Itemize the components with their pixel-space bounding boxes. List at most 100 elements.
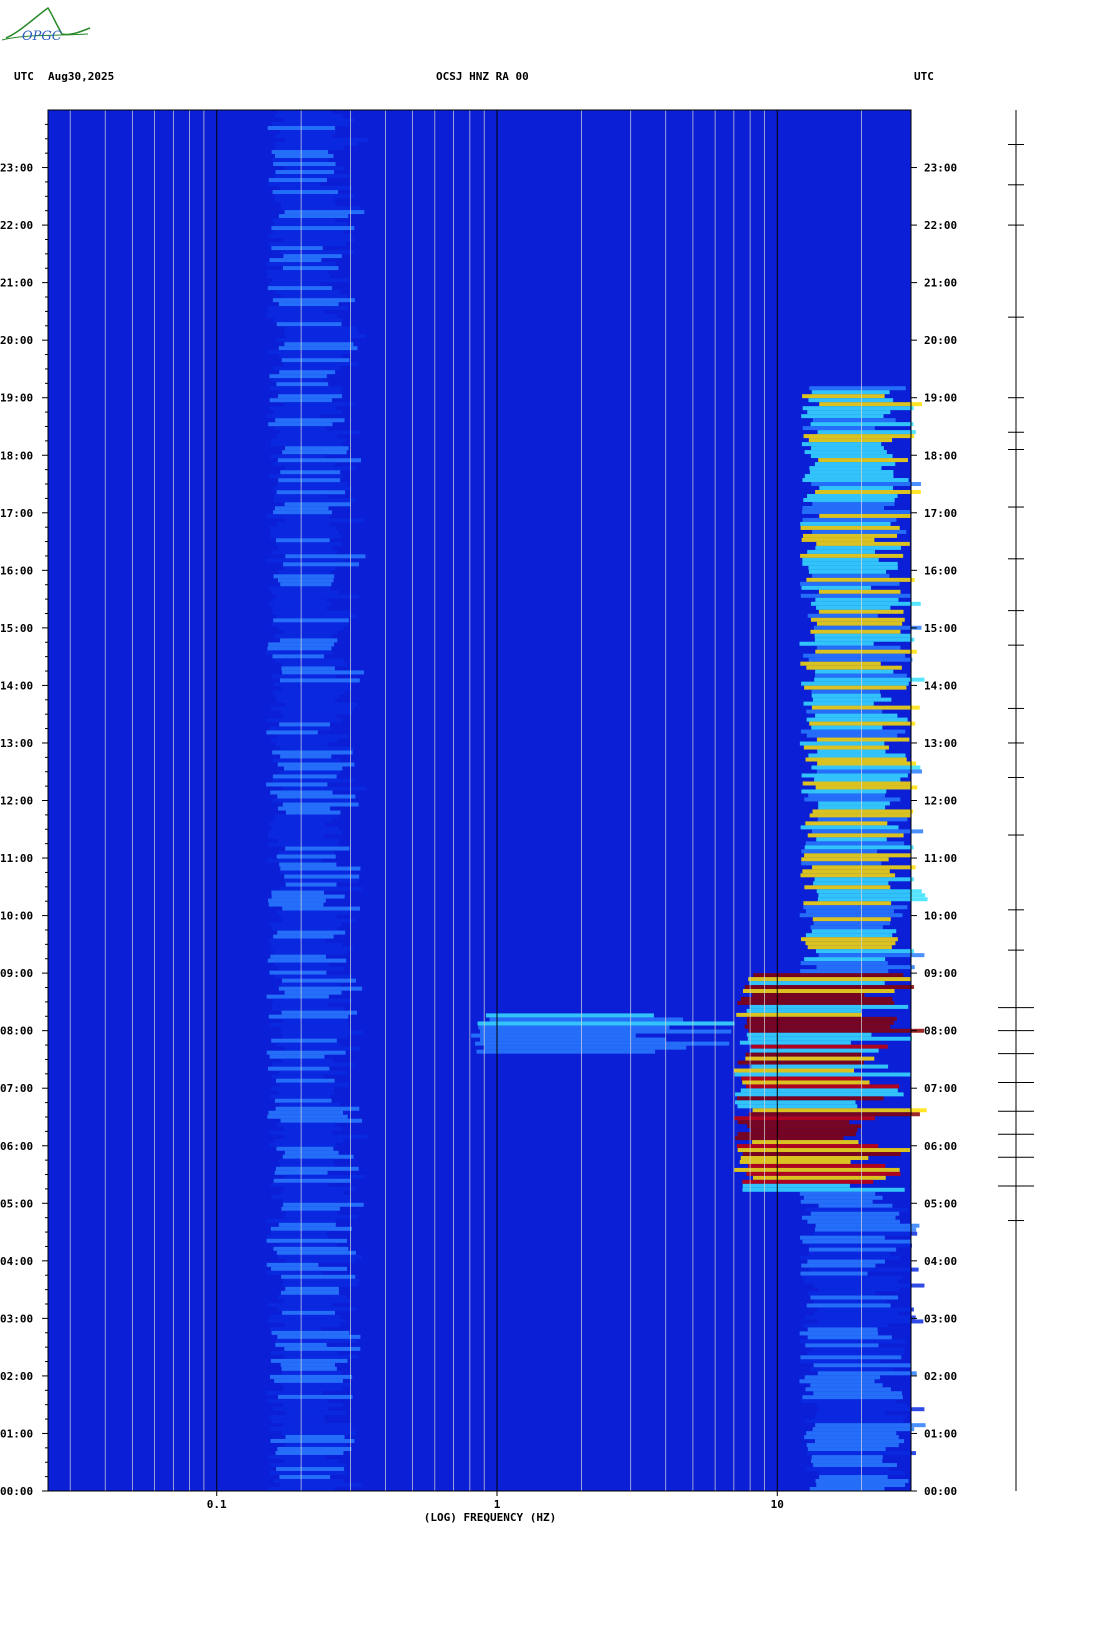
energy-cell (280, 582, 332, 587)
energy-cell (282, 1310, 336, 1315)
energy-cell (283, 1354, 359, 1359)
energy-cell (284, 1150, 339, 1155)
energy-cell (283, 630, 338, 635)
energy-cell (273, 366, 340, 371)
energy-cell (277, 1334, 361, 1339)
energy-cell (269, 1414, 324, 1419)
time-tick-label-right: 05:00 (924, 1197, 957, 1210)
time-tick-label-right: 12:00 (924, 795, 957, 808)
energy-cell (285, 1210, 337, 1215)
energy-cell (270, 534, 341, 539)
energy-cell (284, 1134, 368, 1139)
energy-cell (816, 769, 922, 774)
energy-cell (816, 621, 903, 626)
energy-cell (267, 834, 324, 839)
energy-cell (281, 206, 362, 211)
time-tick-label-left: 11:00 (0, 852, 33, 865)
energy-cell (281, 1366, 337, 1371)
energy-cell (799, 1379, 875, 1384)
energy-cell (272, 778, 355, 783)
energy-cell (282, 686, 352, 691)
energy-cell (740, 1156, 869, 1160)
time-tick-label-left: 23:00 (0, 162, 33, 175)
energy-cell (800, 873, 896, 878)
spectrogram-heatmap (48, 110, 928, 1491)
energy-cell (807, 410, 891, 415)
energy-cell (734, 1068, 855, 1073)
energy-cell (280, 390, 342, 395)
energy-cell (807, 1447, 886, 1452)
energy-cell (281, 1274, 356, 1279)
time-tick-label-right: 22:00 (924, 219, 957, 232)
energy-cell (807, 1351, 904, 1356)
energy-cell (808, 565, 898, 570)
energy-cell (275, 542, 342, 547)
energy-cell (266, 1238, 348, 1243)
energy-cell (818, 801, 890, 806)
energy-cell (810, 1295, 899, 1300)
energy-cell (734, 1072, 911, 1077)
energy-cell (285, 810, 341, 815)
energy-cell (269, 822, 326, 827)
energy-cell (744, 985, 914, 990)
energy-cell (273, 486, 353, 491)
energy-cell (811, 1455, 883, 1460)
energy-cell (281, 358, 350, 363)
energy-cell (273, 426, 326, 431)
energy-cell (279, 354, 343, 359)
time-tick-label-right: 13:00 (924, 737, 957, 750)
energy-cell (799, 1255, 901, 1260)
energy-cell (277, 110, 332, 115)
energy-cell (748, 977, 911, 982)
right-timezone-label: UTC (914, 70, 934, 83)
energy-cell (275, 742, 328, 747)
energy-cell (276, 1122, 335, 1127)
energy-cell (279, 1082, 349, 1087)
energy-cell (745, 1084, 900, 1089)
energy-cell (812, 418, 896, 423)
energy-cell (802, 561, 898, 566)
energy-cell (274, 1138, 344, 1143)
energy-cell (279, 770, 341, 775)
energy-cell (800, 661, 881, 666)
energy-cell (809, 1487, 885, 1491)
energy-cell (817, 1371, 917, 1376)
energy-cell (281, 1058, 334, 1063)
energy-cell (485, 1013, 654, 1018)
energy-cell (272, 690, 345, 695)
energy-cell (800, 593, 911, 598)
energy-cell (284, 1214, 358, 1219)
energy-cell (270, 1358, 348, 1363)
energy-cell (811, 929, 897, 934)
energy-cell (274, 410, 342, 415)
energy-cell (281, 1370, 342, 1375)
logo-text: OPGC (22, 29, 62, 44)
energy-cell (811, 705, 920, 710)
energy-cell (746, 1032, 872, 1037)
energy-cell (283, 1126, 342, 1131)
energy-cell (268, 902, 324, 907)
energy-cell (278, 214, 349, 219)
energy-cell (277, 1254, 363, 1259)
energy-cell (801, 585, 871, 590)
time-tick-label-left: 15:00 (0, 622, 33, 635)
energy-cell (281, 1030, 364, 1035)
energy-cell (281, 1430, 356, 1435)
energy-cell (814, 1227, 917, 1232)
energy-cell (271, 1062, 355, 1067)
time-tick-label-left: 08:00 (0, 1025, 33, 1038)
energy-cell (800, 961, 888, 966)
energy-cell (280, 754, 332, 759)
energy-cell (273, 618, 349, 623)
energy-cell (814, 1415, 906, 1420)
energy-cell (817, 749, 886, 754)
energy-cell (274, 814, 339, 819)
energy-cell (275, 1338, 357, 1343)
energy-cell (746, 1016, 897, 1021)
energy-cell (283, 1298, 351, 1303)
energy-cell (742, 1187, 905, 1192)
frequency-tick-label: 0.1 (207, 1498, 227, 1511)
energy-cell (269, 1470, 347, 1475)
energy-cell (272, 190, 339, 195)
time-tick-label-left: 02:00 (0, 1370, 33, 1383)
